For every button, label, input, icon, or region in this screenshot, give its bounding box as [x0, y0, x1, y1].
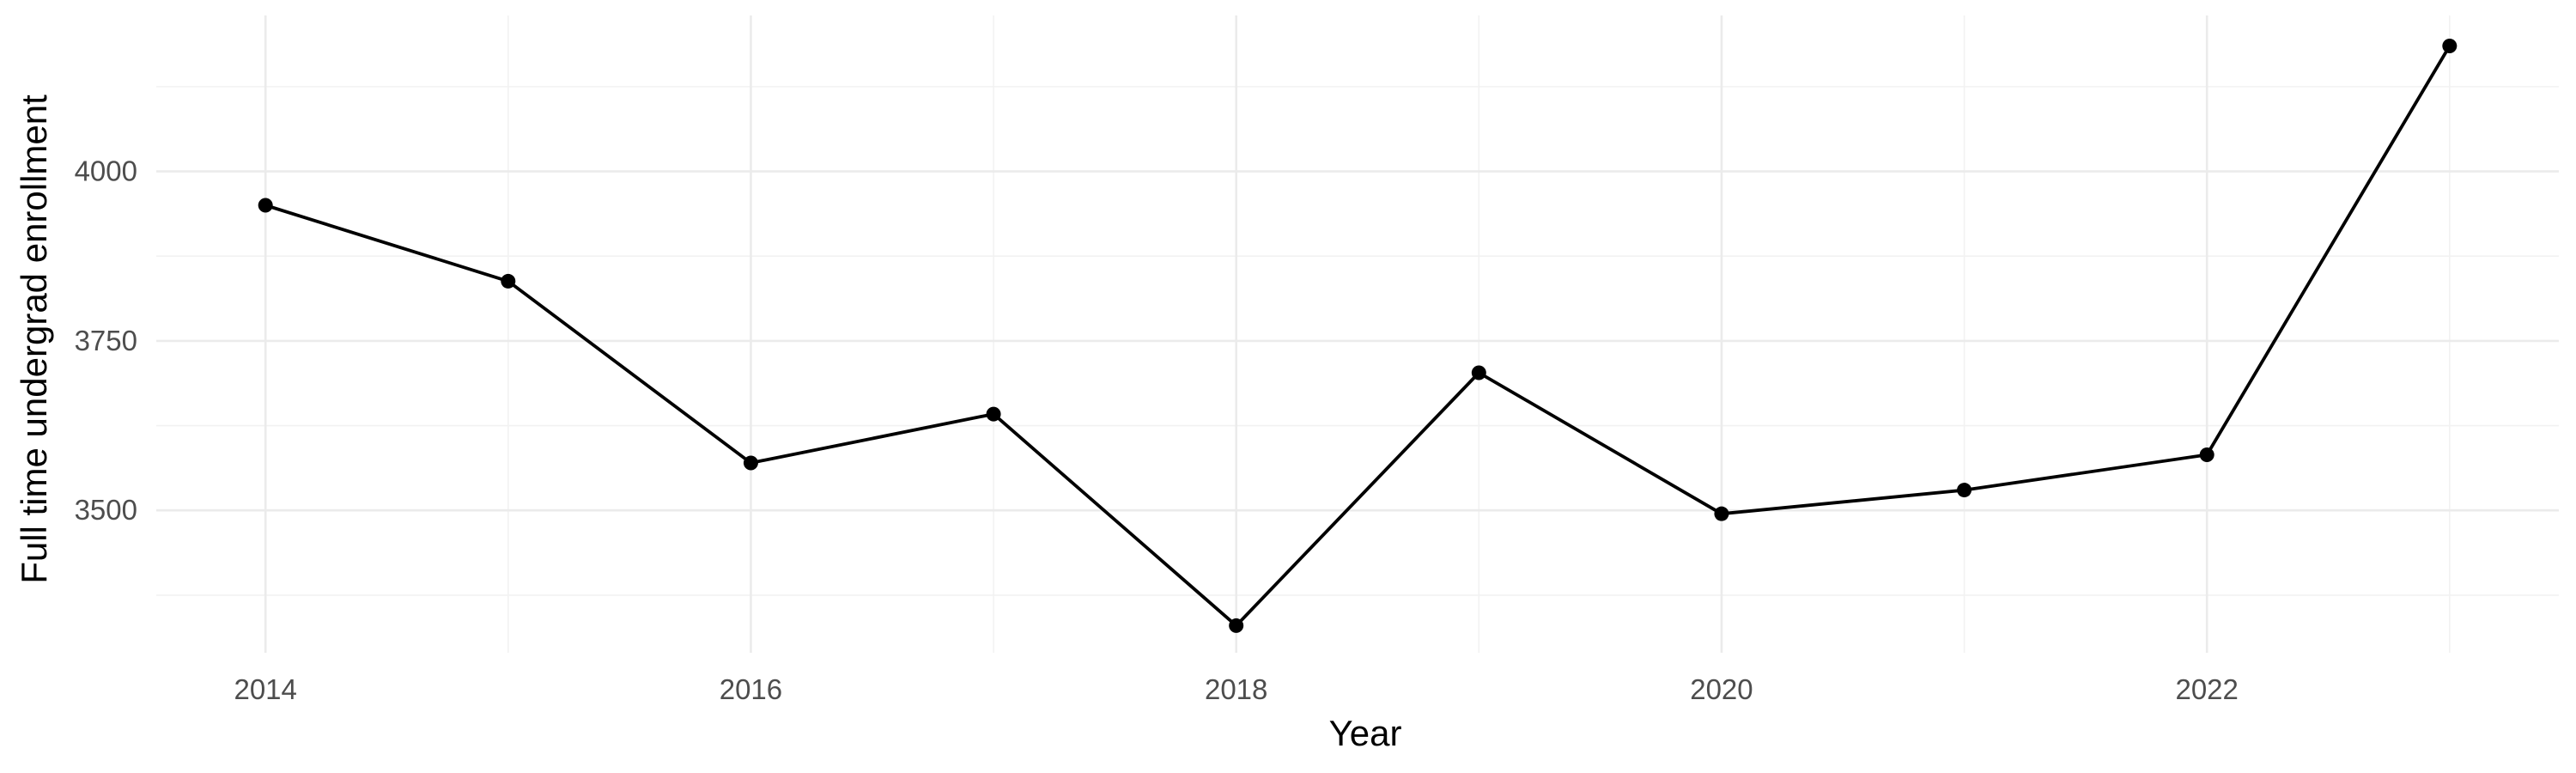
data-point — [501, 273, 516, 289]
x-tick-label: 2018 — [1205, 673, 1267, 705]
x-axis-title: Year — [1329, 713, 1402, 753]
data-point — [258, 198, 273, 213]
x-tick-label: 2014 — [234, 673, 296, 705]
y-axis-title: Full time undergrad enrollment — [14, 94, 54, 584]
points-layer — [258, 39, 2458, 633]
data-point — [986, 406, 1001, 422]
major-gridlines — [156, 15, 2559, 653]
minor-gridlines — [156, 15, 2559, 653]
data-point — [2442, 39, 2458, 54]
data-point — [1957, 483, 1972, 498]
data-point — [1229, 618, 1244, 633]
x-tick-label: 2022 — [2175, 673, 2238, 705]
y-tick-label: 4000 — [75, 155, 137, 187]
series-layer — [264, 45, 2451, 628]
x-tick-labels: 2014 2016 2018 2020 2022 — [234, 673, 2238, 705]
data-point — [2199, 447, 2215, 463]
y-tick-label: 3750 — [75, 325, 137, 356]
data-point — [1714, 506, 1729, 521]
series-line — [264, 45, 2451, 628]
data-point — [1471, 365, 1486, 380]
x-tick-label: 2020 — [1690, 673, 1753, 705]
y-tick-labels: 3500 3750 4000 — [75, 155, 137, 526]
data-point — [743, 455, 758, 471]
x-tick-label: 2016 — [720, 673, 782, 705]
y-tick-label: 3500 — [75, 494, 137, 526]
